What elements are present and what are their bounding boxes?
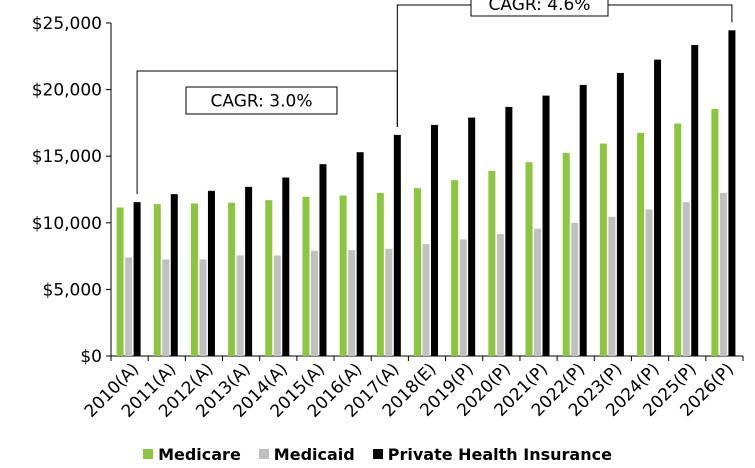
y-tick-label: $20,000 — [32, 81, 102, 101]
bar-medicaid — [645, 209, 653, 356]
cagr-label-box — [470, 0, 609, 17]
bar-medicare — [674, 123, 682, 356]
bar-medicare — [637, 132, 645, 356]
bar-medicaid — [199, 259, 207, 356]
bar-medicare — [339, 195, 347, 356]
y-axis: $0 $5,000 $10,000 $15,000 $20,000 $25,000 — [32, 14, 112, 367]
bar-medicare — [562, 152, 570, 356]
bar-private-health-insurance — [245, 186, 253, 356]
bar-medicaid — [162, 259, 170, 356]
legend-label-private-health-insurance: Private Health Insurance — [387, 444, 612, 464]
bar-medicare — [451, 180, 459, 356]
legend-item-medicaid: Medicaid — [258, 444, 355, 464]
bar-private-health-insurance — [207, 190, 215, 356]
bar-private-health-insurance — [431, 124, 438, 356]
bar-medicare — [376, 192, 384, 356]
bar-private-health-insurance — [728, 30, 736, 357]
bar-private-health-insurance — [579, 84, 587, 357]
bar-medicaid — [682, 202, 690, 356]
bar-medicaid — [125, 257, 133, 356]
bar-private-health-insurance — [616, 72, 624, 356]
bars — [116, 30, 736, 357]
bar-medicaid — [459, 239, 467, 356]
bar-medicare — [488, 170, 496, 356]
bar-medicaid — [719, 192, 727, 356]
legend: Medicare Medicaid Private Health Insuran… — [0, 443, 755, 465]
y-tick-label: $0 — [80, 347, 102, 367]
bar-medicare — [265, 200, 273, 356]
bar-medicare — [190, 203, 198, 356]
y-tick-label: $5,000 — [43, 280, 102, 300]
y-tick-label: $15,000 — [32, 147, 102, 167]
bar-medicare — [228, 202, 236, 356]
bar-medicaid — [608, 216, 616, 356]
legend-swatch-medicare — [143, 449, 154, 459]
cagr-bracket — [396, 4, 733, 127]
bar-private-health-insurance — [654, 59, 662, 356]
y-tick-label: $10,000 — [32, 214, 102, 234]
bar-private-health-insurance — [170, 194, 178, 356]
bar-medicare — [711, 108, 719, 356]
bar-private-health-insurance — [133, 202, 141, 356]
bar-medicaid — [534, 228, 542, 356]
bar-medicare — [414, 188, 421, 356]
legend-item-private-health-insurance: Private Health Insurance — [372, 444, 612, 464]
legend-swatch-medicaid — [258, 449, 269, 459]
bar-private-health-insurance — [542, 95, 550, 357]
bar-private-health-insurance — [393, 134, 401, 356]
bar-medicaid — [496, 234, 504, 356]
bar-medicare — [153, 204, 161, 356]
bar-medicaid — [385, 248, 393, 356]
legend-label-medicare: Medicare — [158, 444, 241, 464]
bar-private-health-insurance — [282, 177, 290, 356]
bar-private-health-insurance — [505, 106, 513, 356]
bar-medicare — [525, 162, 533, 356]
bar-medicare — [302, 196, 310, 356]
bar-medicaid — [422, 244, 430, 356]
cagr-label: CAGR: 4.6% — [489, 0, 591, 15]
bar-private-health-insurance — [691, 44, 699, 357]
bar-private-health-insurance — [356, 152, 364, 356]
legend-label-medicaid: Medicaid — [273, 444, 355, 464]
bar-medicaid — [273, 255, 281, 356]
legend-swatch-private-health-insurance — [372, 449, 383, 459]
bar-private-health-insurance — [319, 164, 327, 356]
bar-medicaid — [348, 250, 356, 356]
cagr-annotations: CAGR: 3.0% CAGR: 4.6% — [136, 0, 733, 195]
y-tick-label: $25,000 — [32, 14, 102, 34]
legend-item-medicare: Medicare — [143, 445, 241, 464]
x-axis: 2010(A)2011(A)2012(A)2013(A)2014(A)2015(… — [81, 355, 744, 422]
bar-medicaid — [310, 250, 318, 356]
bar-medicare — [116, 207, 124, 356]
cagr-label-box — [185, 86, 338, 115]
bar-medicare — [599, 143, 607, 356]
bar-medicaid — [236, 255, 244, 356]
cagr-label: CAGR: 3.0% — [211, 92, 313, 112]
bar-private-health-insurance — [468, 117, 476, 357]
bar-medicaid — [571, 222, 579, 356]
